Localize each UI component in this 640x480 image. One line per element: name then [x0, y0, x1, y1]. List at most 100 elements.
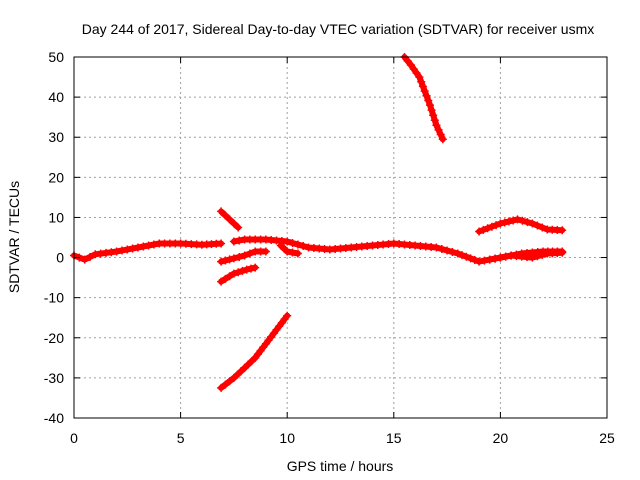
grid-lines — [74, 57, 607, 418]
data-point — [134, 243, 142, 252]
data-point — [293, 249, 302, 258]
data-point — [513, 215, 522, 224]
data-point — [475, 257, 484, 266]
data-point — [80, 255, 89, 264]
data-point — [229, 219, 238, 228]
data-point — [149, 240, 158, 249]
data-point — [479, 225, 488, 234]
data-point — [217, 257, 226, 266]
data-point — [247, 264, 255, 273]
data-point — [225, 255, 234, 264]
data-point — [217, 239, 226, 248]
x-tick-label: 0 — [70, 430, 78, 446]
chart-title: Day 244 of 2017, Sidereal Day-to-day VTE… — [82, 21, 595, 37]
data-point — [118, 246, 126, 255]
data-point — [283, 311, 292, 320]
data-point — [422, 91, 431, 100]
data-point — [283, 247, 292, 256]
data-point — [518, 216, 527, 225]
data-point — [436, 130, 445, 139]
data-point — [501, 252, 510, 261]
data-point — [234, 223, 243, 232]
data-point — [221, 380, 230, 389]
data-point — [229, 269, 238, 278]
data-point — [437, 245, 446, 253]
axis-ticks: 0 5 10 15 20 25 -40 -30 -20 -10 0 10 20 30 40 50 — [44, 49, 615, 446]
data-point — [221, 274, 230, 283]
data-point — [217, 207, 226, 216]
data-point — [418, 82, 427, 91]
x-tick-label: 10 — [279, 430, 295, 446]
data-point — [123, 245, 132, 254]
y-tick-label: 10 — [48, 209, 64, 225]
series-layer — [70, 53, 567, 392]
data-point — [533, 221, 542, 230]
series-lower-branch-1 — [217, 247, 270, 266]
data-point — [217, 277, 226, 286]
data-point — [448, 248, 457, 256]
data-point — [112, 247, 121, 256]
data-point — [492, 221, 501, 230]
data-point — [509, 216, 518, 225]
y-tick-label: -10 — [44, 290, 64, 306]
data-point — [288, 248, 297, 257]
data-point — [491, 254, 500, 263]
data-point — [144, 241, 153, 250]
data-point — [415, 73, 424, 82]
data-point — [261, 247, 270, 256]
data-point — [426, 101, 434, 110]
data-point — [288, 239, 297, 247]
series-upper-branch-1 — [217, 207, 243, 232]
y-tick-label: 40 — [48, 89, 64, 105]
data-point — [245, 249, 254, 258]
data-point — [458, 251, 466, 260]
data-point — [475, 227, 484, 236]
data-point — [412, 69, 421, 77]
y-axis-title: SDTVAR / TECUs — [6, 181, 22, 293]
data-point — [443, 246, 452, 255]
data-point — [538, 250, 547, 259]
y-tick-label: -40 — [44, 410, 64, 426]
y-tick-label: 0 — [56, 250, 64, 266]
data-point — [528, 219, 537, 228]
plot-frame — [73, 56, 608, 419]
series-falling-trace — [217, 311, 292, 392]
data-point — [483, 224, 492, 233]
data-point — [86, 253, 94, 261]
series-rising-trace — [400, 53, 447, 144]
data-point — [432, 121, 441, 130]
data-point — [225, 272, 234, 281]
data-point — [217, 383, 226, 392]
data-point — [528, 253, 537, 262]
data-point — [221, 256, 230, 265]
data-point — [234, 268, 243, 277]
data-point — [500, 218, 509, 227]
y-tick-label: -20 — [44, 330, 64, 346]
data-point — [538, 223, 547, 232]
y-tick-label: 20 — [48, 169, 64, 185]
series-lower-branch-2 — [217, 263, 260, 286]
x-axis-title: GPS time / hours — [287, 458, 394, 474]
data-point — [235, 253, 244, 261]
data-point — [470, 256, 479, 264]
data-point — [432, 243, 441, 252]
data-point — [558, 226, 567, 235]
y-tick-label: 30 — [48, 129, 64, 145]
data-point — [251, 263, 260, 272]
data-point — [225, 215, 234, 224]
data-point — [299, 242, 308, 250]
data-point — [225, 377, 234, 386]
x-tick-label: 25 — [599, 430, 615, 446]
series-lower-branch-3 — [276, 241, 302, 258]
x-tick-label: 20 — [493, 430, 509, 446]
data-point — [420, 87, 429, 96]
x-tick-label: 5 — [177, 430, 185, 446]
data-point — [235, 236, 244, 245]
data-point — [242, 265, 251, 274]
x-tick-label: 15 — [386, 430, 402, 446]
data-point — [229, 237, 238, 246]
data-point — [417, 77, 426, 86]
data-point — [229, 254, 238, 263]
data-point — [128, 244, 137, 253]
